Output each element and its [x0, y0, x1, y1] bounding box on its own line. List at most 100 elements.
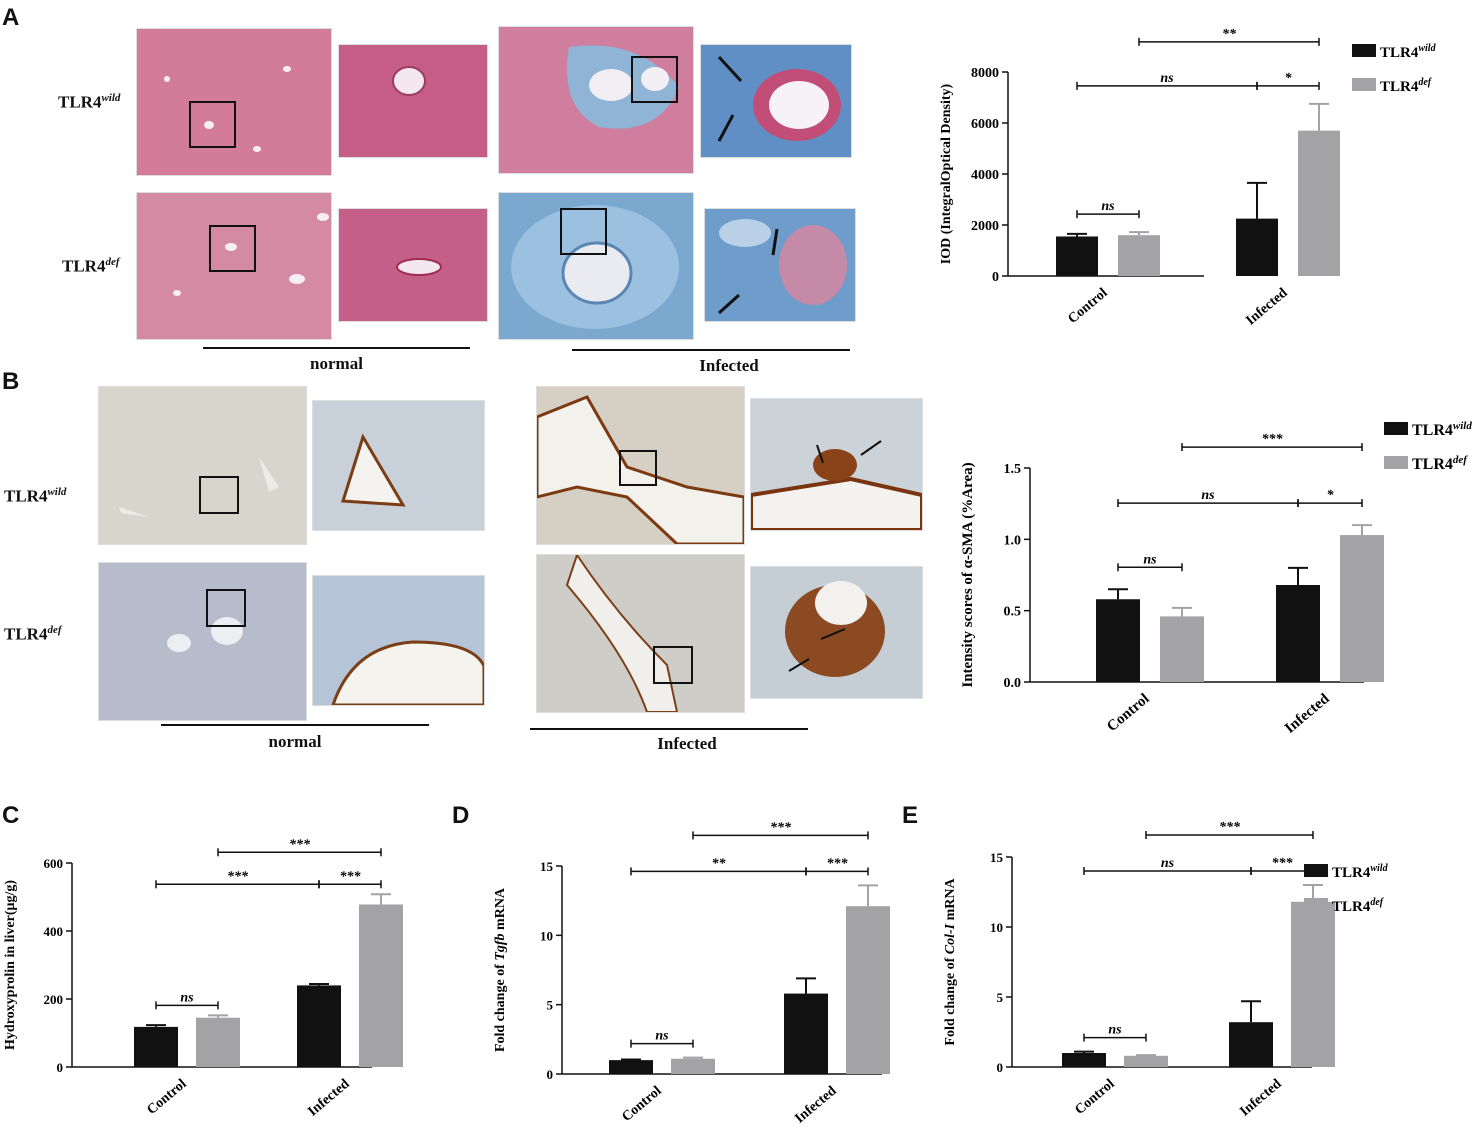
chart-b-ytick-label: 0.0 — [1004, 676, 1022, 691]
chart-d-bar-0-1 — [671, 1058, 715, 1074]
chart-d-category-label: Infected — [792, 1083, 839, 1126]
chart-d-ylabel-part: mRNA — [493, 887, 508, 933]
chart-b-category-label: Infected — [1282, 690, 1333, 736]
chart-a-legend-swatch-1 — [1352, 78, 1376, 91]
micrograph-b-def-normal-high — [312, 575, 485, 706]
chart-e-legend-label-1: TLR4def — [1332, 897, 1385, 915]
chart-a-category-label: Infected — [1243, 285, 1290, 328]
chart-a-legend-label-1: TLR4def — [1380, 77, 1433, 95]
chart-b-bracket-label: ns — [1201, 488, 1215, 503]
chart-c-ytick-label: 600 — [44, 856, 64, 871]
micrograph-a-wild-infected-low — [498, 26, 694, 174]
chart-b-legend-sup: def — [1453, 454, 1468, 466]
chart-e-ylabel-part: Fold change of — [943, 954, 958, 1045]
chart-a-legend-sup: def — [1418, 77, 1432, 88]
chart-a-bracket-label: ns — [1160, 71, 1174, 86]
chart-b-bar-1-1 — [1340, 535, 1384, 682]
chart-d-ylabel-part: Fold change of — [493, 961, 508, 1052]
chart-e-bar-1-0 — [1229, 1022, 1273, 1067]
chart-a: 0 2000 4000 6000 8000 IOD (IntegralOptical De… — [930, 27, 1470, 356]
chart-b-ytick-label: 0.5 — [1004, 605, 1022, 620]
chart-d-ytick-label: 0 — [547, 1067, 554, 1082]
group-line-a-infected — [572, 349, 850, 351]
chart-b-bar-0-1 — [1160, 616, 1204, 682]
group-label-b-normal: normal — [268, 732, 322, 751]
panel-letter-b: B — [2, 368, 20, 395]
chart-a-ytick-label: 4000 — [971, 168, 999, 183]
chart-d-bar-0-0 — [609, 1060, 653, 1074]
micrograph-a-wild-infected-high — [700, 44, 852, 158]
panel-letter-d: D — [452, 802, 470, 829]
chart-a-bracket-label: ns — [1101, 199, 1115, 214]
chart-b-legend-sup: wild — [1453, 420, 1472, 432]
chart-e-bracket-label: ns — [1161, 856, 1175, 871]
chart-d-bracket-label: *** — [827, 856, 849, 871]
chart-e-ytick-label: 10 — [990, 920, 1003, 935]
chart-d-ytick-label: 10 — [540, 928, 553, 943]
chart-c-bracket-label: *** — [289, 837, 311, 852]
chart-a-bar-1-1 — [1298, 130, 1340, 276]
chart-e-bar-1-1 — [1291, 901, 1335, 1067]
chart-a-bar-0-0 — [1056, 236, 1098, 276]
chart-e-ytick-label: 0 — [997, 1060, 1004, 1075]
row-label-b-wild: TLR4wild — [4, 486, 67, 506]
chart-c-bracket-label: ns — [180, 990, 194, 1005]
chart-c-bar-1-0 — [297, 985, 341, 1067]
chart-b-ytick-label: 1.0 — [1004, 533, 1022, 548]
micrograph-a-def-normal-high — [338, 208, 488, 322]
chart-c-category-label: Infected — [305, 1076, 352, 1119]
chart-e-legend-swatch-0 — [1304, 864, 1328, 877]
chart-a-ytick-label: 0 — [992, 270, 999, 285]
chart-d-bracket-label: ns — [655, 1029, 669, 1044]
chart-e-legend-sup: wild — [1370, 863, 1388, 874]
chart-b-ytick-label: 1.5 — [1004, 462, 1022, 477]
chart-e-ytick-label: 15 — [990, 850, 1004, 865]
chart-e-bar-0-1 — [1124, 1055, 1168, 1067]
chart-c-bracket-label: *** — [227, 869, 249, 884]
chart-e-category-label: Control — [1072, 1077, 1117, 1118]
chart-b-legend-swatch-0 — [1384, 422, 1408, 435]
group-line-b-infected — [530, 728, 808, 730]
chart-c-bar-0-1 — [196, 1017, 240, 1067]
chart-d-bar-1-0 — [784, 993, 828, 1074]
chart-c-bar-0-0 — [134, 1026, 178, 1067]
micrograph-b-def-infected-low — [536, 554, 745, 713]
micrograph-a-def-infected-low — [498, 192, 694, 340]
chart-c-bracket-label: *** — [340, 869, 362, 884]
chart-c-ytick-label: 0 — [57, 1060, 64, 1075]
group-label-a-infected: Infected — [699, 356, 759, 375]
micrograph-a-def-normal-low — [136, 192, 332, 340]
chart-b-legend-label-1: TLR4def — [1412, 454, 1468, 473]
chart-c-ytick-label: 200 — [44, 992, 64, 1007]
chart-c-bar-1-1 — [359, 904, 403, 1067]
chart-e-bar-0-0 — [1062, 1053, 1106, 1067]
panel-letter-a: A — [2, 4, 20, 31]
chart-b-category-label: Control — [1104, 691, 1152, 735]
chart-b-bar-1-0 — [1276, 584, 1320, 682]
chart-b-legend-base: TLR4 — [1412, 456, 1453, 473]
chart-b-svg: 0.0 0.5 1.0 1.5 Intensity scores of α-SMA (%… — [960, 420, 1472, 737]
chart-a-legend-base: TLR4 — [1380, 45, 1419, 61]
chart-a-legend-label-0: TLR4wild — [1380, 43, 1437, 61]
chart-a-ylabel: IOD (IntegralOptical Density) — [939, 83, 954, 264]
chart-e-ytick-label: 5 — [997, 990, 1004, 1005]
chart-e: 0 5 10 15 Fold change of Col-I mRNA Control In… — [930, 820, 1470, 1130]
chart-d-ytick-label: 5 — [547, 998, 554, 1013]
chart-d-svg: 0 5 10 15 Fold change of Tgfb mRNA Control Inf… — [493, 820, 890, 1127]
chart-c-svg: 0 200 400 600 Hydroxyprolin in liver(μg/g) Co… — [3, 837, 403, 1120]
row-label-a-wild: TLR4wild — [58, 92, 121, 112]
chart-b-bracket-label: * — [1327, 488, 1335, 503]
chart-e-ylabel-part: Col-I — [943, 923, 958, 954]
chart-a-svg: 0 2000 4000 6000 8000 IOD (IntegralOptical De… — [939, 27, 1437, 329]
panel-letter-c: C — [2, 802, 20, 829]
chart-b-bracket-label: *** — [1262, 432, 1284, 447]
chart-e-bracket-label: *** — [1272, 856, 1294, 871]
chart-d-ytick-label: 15 — [540, 859, 554, 874]
micrograph-b-wild-infected-low — [536, 386, 745, 545]
chart-e-legend-swatch-1 — [1304, 898, 1328, 911]
chart-e-legend-base: TLR4 — [1332, 899, 1371, 915]
chart-b: 0.0 0.5 1.0 1.5 Intensity scores of α-SMA (%… — [960, 412, 1472, 762]
chart-e-ylabel: Fold change of Col-I mRNA — [943, 878, 958, 1046]
chart-a-legend-sup: wild — [1418, 43, 1436, 54]
row-label-a-def: TLR4def — [62, 256, 120, 276]
